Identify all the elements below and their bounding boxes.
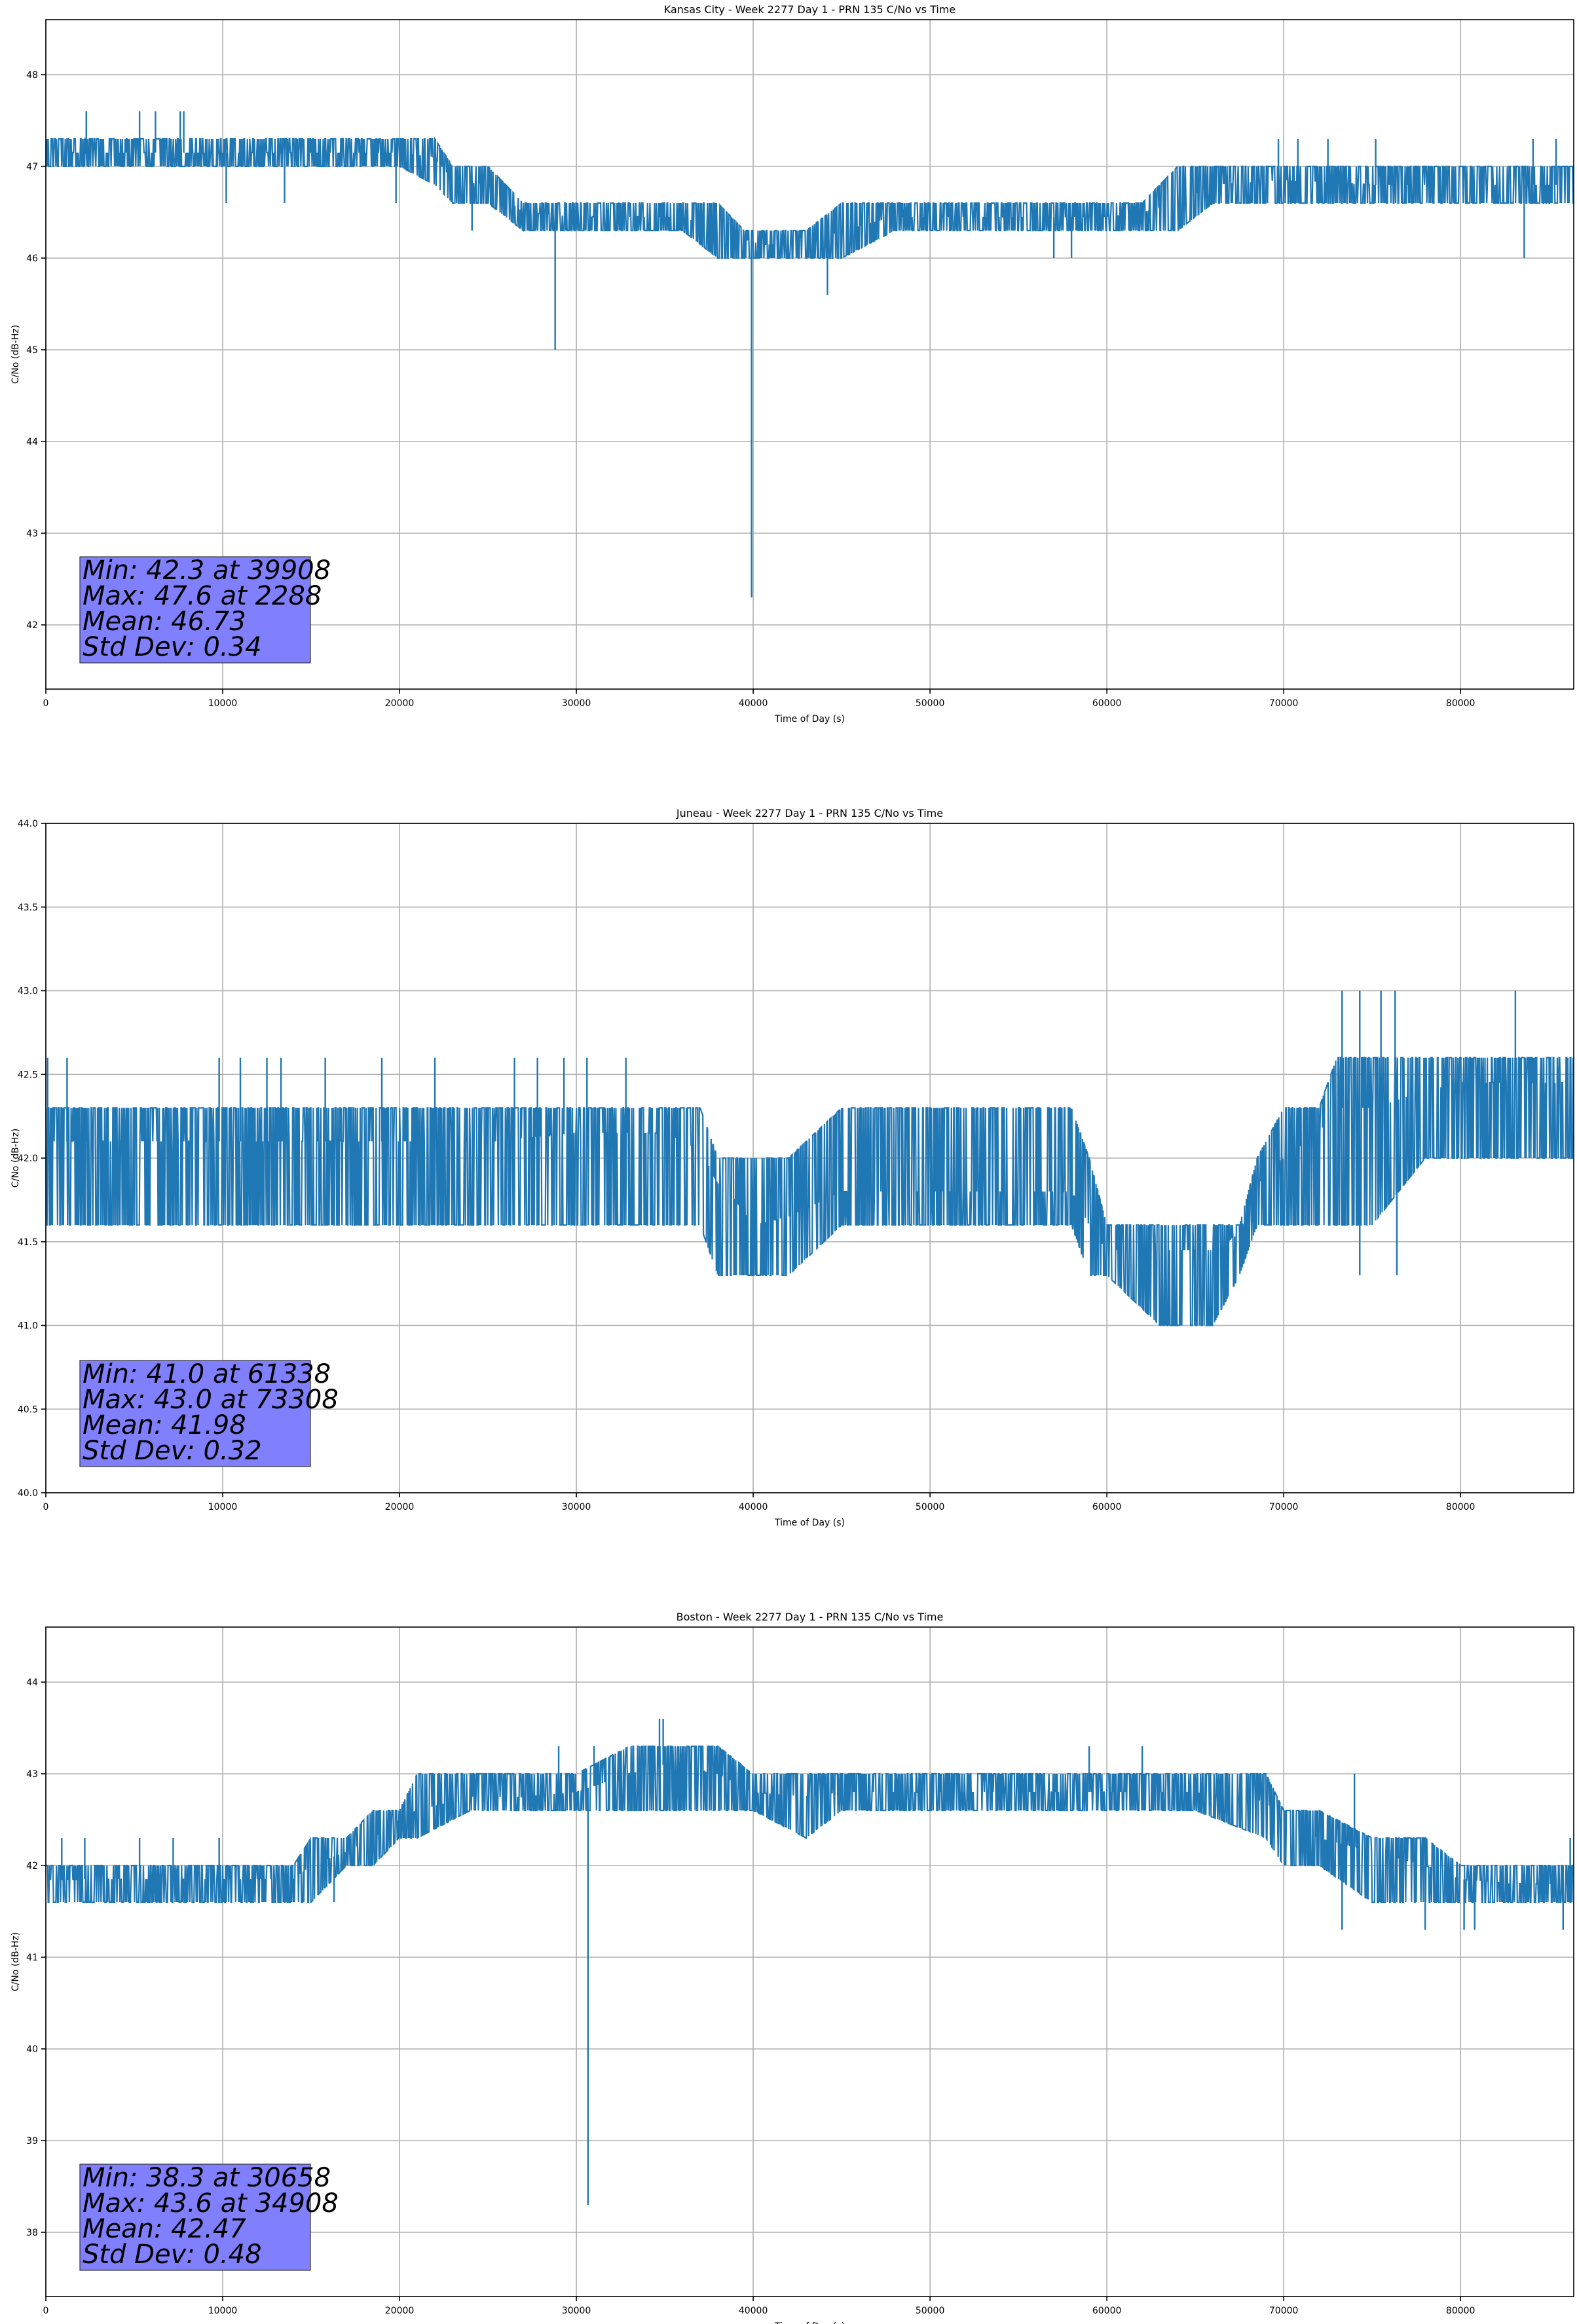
y-tick-label: 43	[26, 529, 38, 539]
y-tick-label: 41	[26, 1953, 38, 1963]
x-tick-label: 50000	[916, 2306, 945, 2316]
x-tick-label: 0	[43, 2306, 49, 2316]
series-group	[46, 1719, 1574, 2205]
stats-line: Std Dev: 0.48	[83, 2240, 262, 2270]
x-tick-label: 50000	[916, 1502, 945, 1512]
x-axis-label: Time of Day (s)	[774, 1518, 845, 1528]
chart-title: Kansas City - Week 2277 Day 1 - PRN 135 …	[664, 3, 955, 16]
x-tick-label: 60000	[1092, 1502, 1122, 1512]
stats-line: Min: 42.3 at 39908	[83, 555, 331, 586]
y-tick-label: 47	[26, 162, 38, 172]
x-tick-label: 40000	[739, 698, 768, 709]
chart-panel-0: 0 10000 20000 30000 40000 50000 60000 70000 8000…	[10, 3, 1574, 724]
x-tick-label: 70000	[1269, 1502, 1299, 1512]
x-tick-label: 40000	[739, 1502, 768, 1512]
x-tick-label: 10000	[208, 1502, 238, 1512]
y-tick-label: 43.0	[18, 986, 38, 997]
series-group	[46, 111, 1574, 597]
y-tick-label: 41.0	[18, 1321, 38, 1332]
axes-frame	[45, 19, 1574, 690]
y-axis-label: C/No (dB-Hz)	[10, 1129, 21, 1188]
x-tick-label: 20000	[385, 2306, 415, 2316]
y-tick-label: 38	[26, 2228, 38, 2238]
y-axis-label: C/No (dB-Hz)	[10, 1932, 21, 1991]
x-tick-label: 30000	[562, 2306, 591, 2316]
y-tick-label: 44	[26, 1677, 38, 1688]
y-tick-label: 46	[26, 253, 38, 264]
stats-line: Mean: 41.98	[83, 1410, 246, 1440]
stats-box	[79, 556, 311, 664]
y-tick-label: 43	[26, 1769, 38, 1780]
x-tick-label: 60000	[1092, 2306, 1122, 2316]
x-tick-label: 30000	[562, 1502, 591, 1512]
stats-line: Mean: 46.73	[83, 607, 246, 637]
axes-frame	[45, 1626, 1574, 2297]
x-tick-label: 80000	[1446, 1502, 1475, 1512]
x-tick-label: 0	[43, 1502, 49, 1512]
stats-box	[79, 2164, 311, 2271]
x-tick-label: 50000	[916, 698, 945, 709]
x-tick-label: 80000	[1446, 698, 1475, 709]
y-tick-label: 43.5	[18, 903, 38, 913]
x-tick-label: 20000	[385, 1502, 415, 1512]
y-tick-label: 39	[26, 2136, 38, 2146]
stats-line: Std Dev: 0.32	[83, 1436, 262, 1466]
x-tick-label: 70000	[1269, 2306, 1299, 2316]
chart-title: Boston - Week 2277 Day 1 - PRN 135 C/No …	[677, 1611, 944, 1623]
stats-line: Std Dev: 0.34	[83, 632, 262, 662]
series-line	[46, 136, 1574, 259]
y-tick-label: 40.5	[18, 1404, 38, 1415]
chart-title: Juneau - Week 2277 Day 1 - PRN 135 C/No …	[676, 807, 943, 819]
y-tick-label: 42.5	[18, 1070, 38, 1080]
chart-panel-2: 0 10000 20000 30000 40000 50000 60000 70000 8000…	[10, 1611, 1574, 2324]
x-tick-label: 70000	[1269, 698, 1299, 709]
x-tick-label: 80000	[1446, 2306, 1475, 2316]
stats-line: Min: 38.3 at 30658	[83, 2163, 331, 2193]
stats-box	[79, 1360, 311, 1467]
series-line	[46, 1745, 1574, 1904]
y-tick-label: 44	[26, 437, 38, 447]
series-group	[46, 990, 1574, 1326]
y-tick-label: 42	[26, 620, 38, 631]
y-tick-label: 42	[26, 1861, 38, 1871]
y-tick-label: 40.0	[18, 1488, 38, 1499]
x-tick-label: 60000	[1092, 698, 1122, 709]
y-axis-label: C/No (dB-Hz)	[10, 325, 21, 384]
chart-panel-1: 0 10000 20000 30000 40000 50000 60000 70000 8000…	[10, 807, 1574, 1528]
stats-line: Max: 43.0 at 73308	[83, 1385, 339, 1415]
x-axis-label: Time of Day (s)	[774, 714, 845, 724]
x-tick-label: 10000	[208, 698, 238, 709]
x-tick-label: 20000	[385, 698, 415, 709]
x-tick-label: 40000	[739, 2306, 768, 2316]
y-tick-label: 42.0	[18, 1153, 38, 1164]
stats-line: Mean: 42.47	[83, 2214, 246, 2244]
y-tick-label: 44.0	[18, 819, 38, 829]
x-axis-label: Time of Day (s)	[774, 2321, 845, 2324]
x-tick-label: 0	[43, 698, 49, 709]
y-tick-label: 45	[26, 345, 38, 356]
y-tick-label: 48	[26, 70, 38, 81]
stats-line: Max: 47.6 at 2288	[83, 581, 322, 611]
y-tick-label: 41.5	[18, 1237, 38, 1248]
x-tick-label: 10000	[208, 2306, 238, 2316]
stats-line: Min: 41.0 at 61338	[83, 1359, 331, 1389]
x-tick-label: 30000	[562, 698, 591, 709]
stats-line: Max: 43.6 at 34908	[83, 2188, 339, 2219]
y-tick-label: 40	[26, 2044, 38, 2055]
series-line	[46, 1057, 1574, 1326]
